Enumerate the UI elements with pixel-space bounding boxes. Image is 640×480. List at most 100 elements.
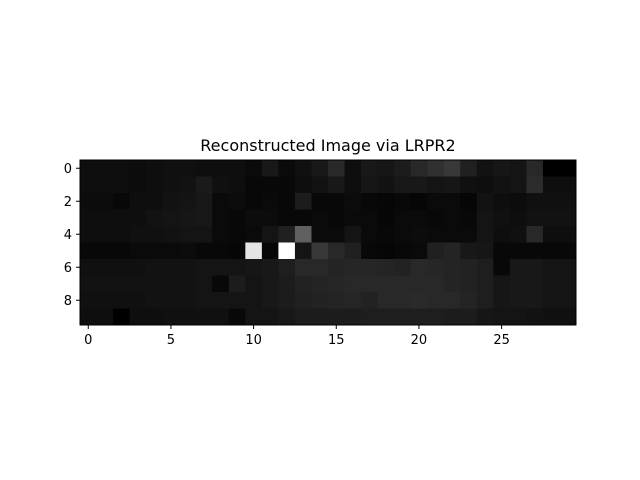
heatmap-cell bbox=[559, 259, 577, 276]
heatmap-cell bbox=[113, 176, 130, 194]
heatmap-cell bbox=[559, 209, 577, 227]
heatmap-cell bbox=[113, 209, 130, 227]
heatmap-cell bbox=[526, 160, 544, 177]
heatmap-cell bbox=[311, 275, 329, 293]
heatmap-cell bbox=[245, 209, 263, 227]
heatmap-cell bbox=[410, 292, 428, 309]
heatmap-cell bbox=[476, 193, 494, 210]
heatmap-cell bbox=[179, 292, 197, 309]
y-tick-label: 6 bbox=[64, 261, 72, 276]
heatmap-cell bbox=[493, 292, 511, 309]
heatmap-cell bbox=[526, 209, 544, 227]
heatmap-cell bbox=[162, 193, 180, 210]
heatmap-cell bbox=[80, 242, 97, 260]
heatmap-cell bbox=[195, 226, 213, 243]
heatmap-cell bbox=[509, 292, 527, 309]
x-tick-label: 20 bbox=[411, 333, 428, 348]
heatmap-cell bbox=[261, 176, 279, 194]
heatmap-cell bbox=[80, 275, 97, 293]
heatmap-cell bbox=[129, 160, 147, 177]
heatmap-cell bbox=[394, 292, 412, 309]
x-tick-label: 5 bbox=[167, 333, 175, 348]
heatmap-cell bbox=[460, 275, 478, 293]
heatmap-cell bbox=[377, 292, 395, 309]
heatmap-cell bbox=[526, 242, 544, 260]
heatmap-cell bbox=[146, 160, 164, 177]
heatmap-cell bbox=[311, 259, 329, 276]
heatmap-cell bbox=[377, 209, 395, 227]
heatmap-cell bbox=[278, 259, 296, 276]
heatmap-cell bbox=[377, 308, 395, 326]
heatmap-cell bbox=[509, 226, 527, 243]
heatmap-cell bbox=[526, 259, 544, 276]
heatmap-cell bbox=[361, 193, 378, 210]
heatmap-cell bbox=[195, 193, 213, 210]
heatmap-cell bbox=[278, 193, 296, 210]
heatmap-cell bbox=[328, 308, 345, 326]
heatmap-cell bbox=[129, 242, 147, 260]
chart-title: Reconstructed Image via LRPR2 bbox=[200, 136, 455, 155]
y-tick-label: 0 bbox=[64, 162, 72, 177]
heatmap-cell bbox=[526, 226, 544, 243]
heatmap-cell bbox=[443, 275, 461, 293]
heatmap-cell bbox=[559, 176, 577, 194]
heatmap-cell bbox=[427, 209, 445, 227]
heatmap-cell bbox=[80, 308, 97, 326]
heatmap-cell bbox=[294, 209, 312, 227]
heatmap-cell bbox=[460, 259, 478, 276]
heatmap-cell bbox=[162, 242, 180, 260]
heatmap-cell bbox=[410, 209, 428, 227]
heatmap-cell bbox=[509, 259, 527, 276]
heatmap-cell bbox=[146, 176, 164, 194]
heatmap-cell bbox=[443, 292, 461, 309]
y-tick-label: 2 bbox=[64, 195, 72, 210]
heatmap-cell bbox=[245, 292, 263, 309]
heatmap-cell bbox=[476, 259, 494, 276]
heatmap-cell bbox=[410, 308, 428, 326]
heatmap-cell bbox=[377, 160, 395, 177]
heatmap-cell bbox=[96, 176, 114, 194]
heatmap-cell bbox=[377, 193, 395, 210]
heatmap-cell bbox=[113, 242, 130, 260]
heatmap-cell bbox=[195, 242, 213, 260]
heatmap-cell bbox=[427, 193, 445, 210]
heatmap-cell bbox=[559, 242, 577, 260]
heatmap-cell bbox=[228, 176, 246, 194]
heatmap-cell bbox=[427, 275, 445, 293]
heatmap-cell bbox=[311, 292, 329, 309]
heatmap-cell bbox=[328, 193, 345, 210]
heatmap-cell bbox=[344, 308, 362, 326]
heatmap-cell bbox=[344, 193, 362, 210]
heatmap-cell bbox=[294, 292, 312, 309]
heatmap-cell bbox=[328, 160, 345, 177]
heatmap-cell bbox=[113, 259, 130, 276]
heatmap-cell bbox=[344, 292, 362, 309]
heatmap-cell bbox=[113, 193, 130, 210]
heatmap-cell bbox=[212, 226, 230, 243]
heatmap-cell bbox=[311, 176, 329, 194]
heatmap-cell bbox=[493, 275, 511, 293]
heatmap-cell bbox=[261, 242, 279, 260]
heatmap-cell bbox=[294, 160, 312, 177]
heatmap-cell bbox=[559, 308, 577, 326]
heatmap-cell bbox=[245, 226, 263, 243]
heatmap-cell bbox=[476, 209, 494, 227]
heatmap-cell bbox=[278, 226, 296, 243]
heatmap-cell bbox=[80, 209, 97, 227]
heatmap-cell bbox=[410, 193, 428, 210]
heatmap-cell bbox=[113, 292, 130, 309]
heatmap-cell bbox=[509, 308, 527, 326]
heatmap-cell bbox=[228, 160, 246, 177]
heatmap-cell bbox=[311, 226, 329, 243]
heatmap-cell bbox=[443, 209, 461, 227]
heatmap-cell bbox=[195, 209, 213, 227]
heatmap-cell bbox=[261, 308, 279, 326]
heatmap-cell bbox=[443, 176, 461, 194]
heatmap-cell bbox=[427, 259, 445, 276]
heatmap-cell bbox=[80, 226, 97, 243]
heatmap-cell bbox=[129, 292, 147, 309]
heatmap-cell bbox=[559, 160, 577, 177]
heatmap-cell bbox=[476, 242, 494, 260]
heatmap-cell bbox=[344, 176, 362, 194]
